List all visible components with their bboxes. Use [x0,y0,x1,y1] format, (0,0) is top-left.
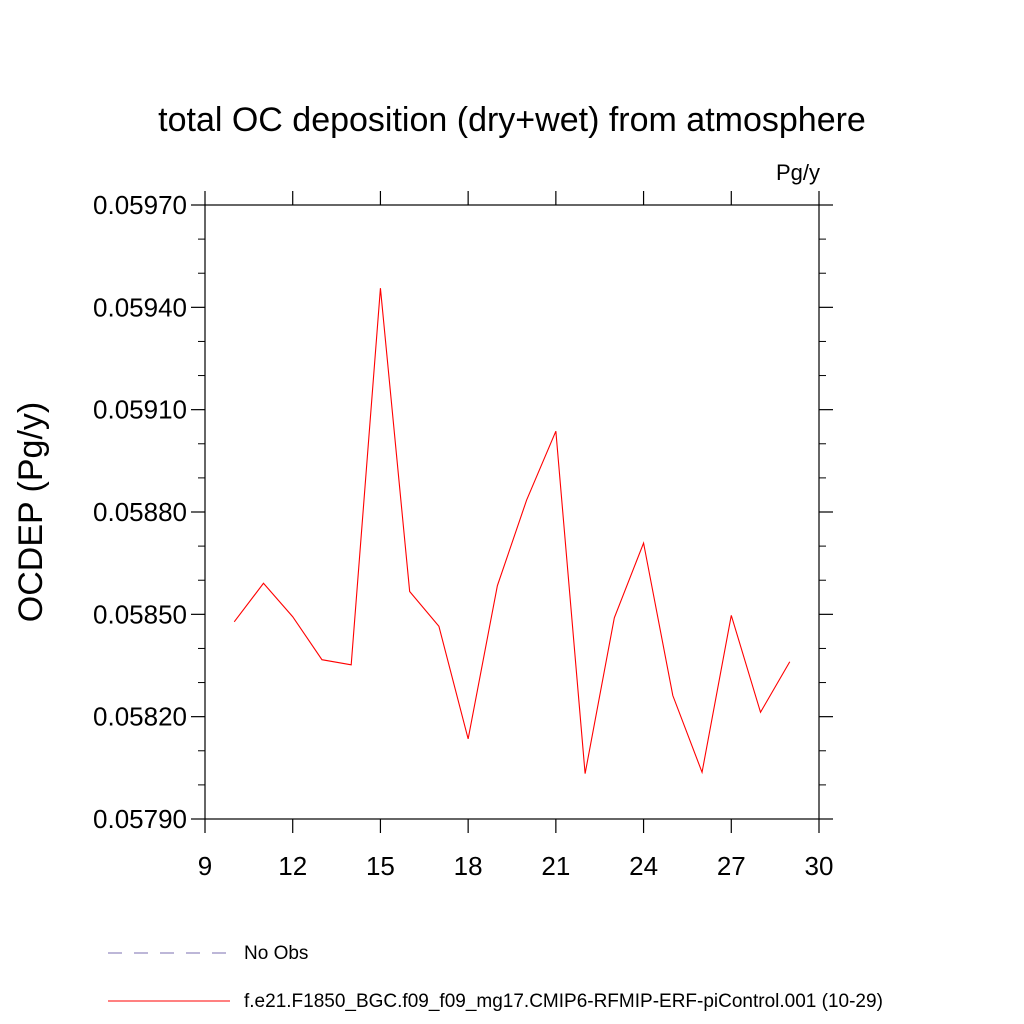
y-axis-label: OCDEP (Pg/y) [12,402,50,622]
y-tick-label: 0.05880 [93,497,187,527]
chart-title: total OC deposition (dry+wet) from atmos… [158,101,866,139]
x-tick-label: 12 [278,851,307,881]
axis-ticks [191,191,833,833]
x-tick-label: 24 [629,851,658,881]
legend: No Obs f.e21.F1850_BGC.f09_f09_mg17.CMIP… [108,943,883,1012]
y-tick-labels: 0.05790 0.05820 0.05850 0.05880 0.05910 0.059… [93,190,187,834]
units-label: Pg/y [776,160,820,185]
x-tick-label: 18 [454,851,483,881]
y-tick-label: 0.05970 [93,190,187,220]
legend-label-no-obs: No Obs [244,943,308,964]
y-tick-label: 0.05850 [93,599,187,629]
x-tick-labels: 9 12 15 18 21 24 27 30 [198,851,834,881]
x-tick-label: 27 [717,851,746,881]
series-line [233,288,791,775]
x-tick-label: 15 [366,851,395,881]
x-tick-label: 21 [541,851,570,881]
x-tick-label: 9 [198,851,212,881]
legend-label-piControl: f.e21.F1850_BGC.f09_f09_mg17.CMIP6-RFMIP… [244,991,883,1012]
x-tick-label: 30 [805,851,834,881]
plot-frame [204,204,820,820]
y-tick-label: 0.05790 [93,804,187,834]
y-tick-label: 0.05940 [93,292,187,322]
y-tick-label: 0.05910 [93,395,187,425]
series-lines [233,288,791,775]
y-tick-label: 0.05820 [93,702,187,732]
